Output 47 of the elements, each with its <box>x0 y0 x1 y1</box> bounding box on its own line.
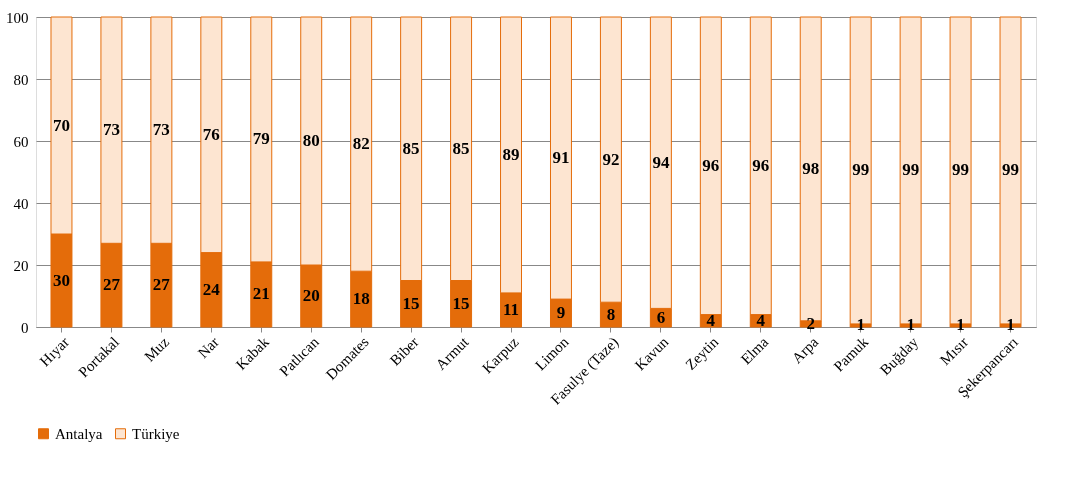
data-label: 85 <box>402 138 420 158</box>
data-label: 99 <box>952 160 970 180</box>
y-tick-label: 40 <box>13 195 29 212</box>
data-label: 91 <box>552 148 570 168</box>
data-label: 9 <box>556 303 566 323</box>
data-label: 92 <box>602 149 620 169</box>
data-label: 70 <box>52 115 70 135</box>
data-label: 96 <box>752 155 770 175</box>
data-label: 11 <box>502 299 520 319</box>
data-label: 85 <box>452 138 470 158</box>
data-label: 73 <box>102 120 120 140</box>
data-label: 89 <box>502 144 520 164</box>
data-label: 24 <box>202 279 221 299</box>
data-label: 6 <box>656 307 666 327</box>
legend-label: Antalya <box>55 425 103 442</box>
y-tick-label: 60 <box>13 133 29 150</box>
data-label: 15 <box>402 293 420 313</box>
data-label: 4 <box>706 310 716 330</box>
data-label: 79 <box>252 129 270 149</box>
data-label: 99 <box>902 160 920 180</box>
data-label: 99 <box>852 160 870 180</box>
x-tick-label: Arpa <box>788 333 822 367</box>
data-label: 18 <box>352 289 370 309</box>
data-label: 15 <box>452 293 470 313</box>
data-label: 73 <box>152 120 170 140</box>
data-label: 20 <box>302 286 320 305</box>
data-label: 94 <box>652 152 670 172</box>
data-label: 4 <box>756 310 766 330</box>
data-label: 76 <box>202 124 220 144</box>
data-label: 80 <box>302 131 320 150</box>
data-label: 98 <box>802 158 820 178</box>
x-tick-label: Muz <box>141 333 173 365</box>
data-label: 8 <box>606 304 616 324</box>
y-tick-label: 80 <box>13 71 29 88</box>
data-label: 96 <box>702 155 720 175</box>
legend-label: Türkiye <box>132 425 180 442</box>
x-tick-label: Nar <box>194 333 222 362</box>
y-tick-label: 20 <box>13 257 29 274</box>
data-label: 2 <box>806 313 815 333</box>
data-label: 21 <box>252 284 270 304</box>
y-tick-label: 100 <box>6 9 29 26</box>
data-label: 82 <box>352 134 370 154</box>
data-label: 27 <box>102 275 121 295</box>
y-tick-label: 0 <box>21 319 29 336</box>
data-label: 99 <box>1002 160 1020 180</box>
data-label: 27 <box>152 275 171 295</box>
data-label: 30 <box>52 270 70 290</box>
